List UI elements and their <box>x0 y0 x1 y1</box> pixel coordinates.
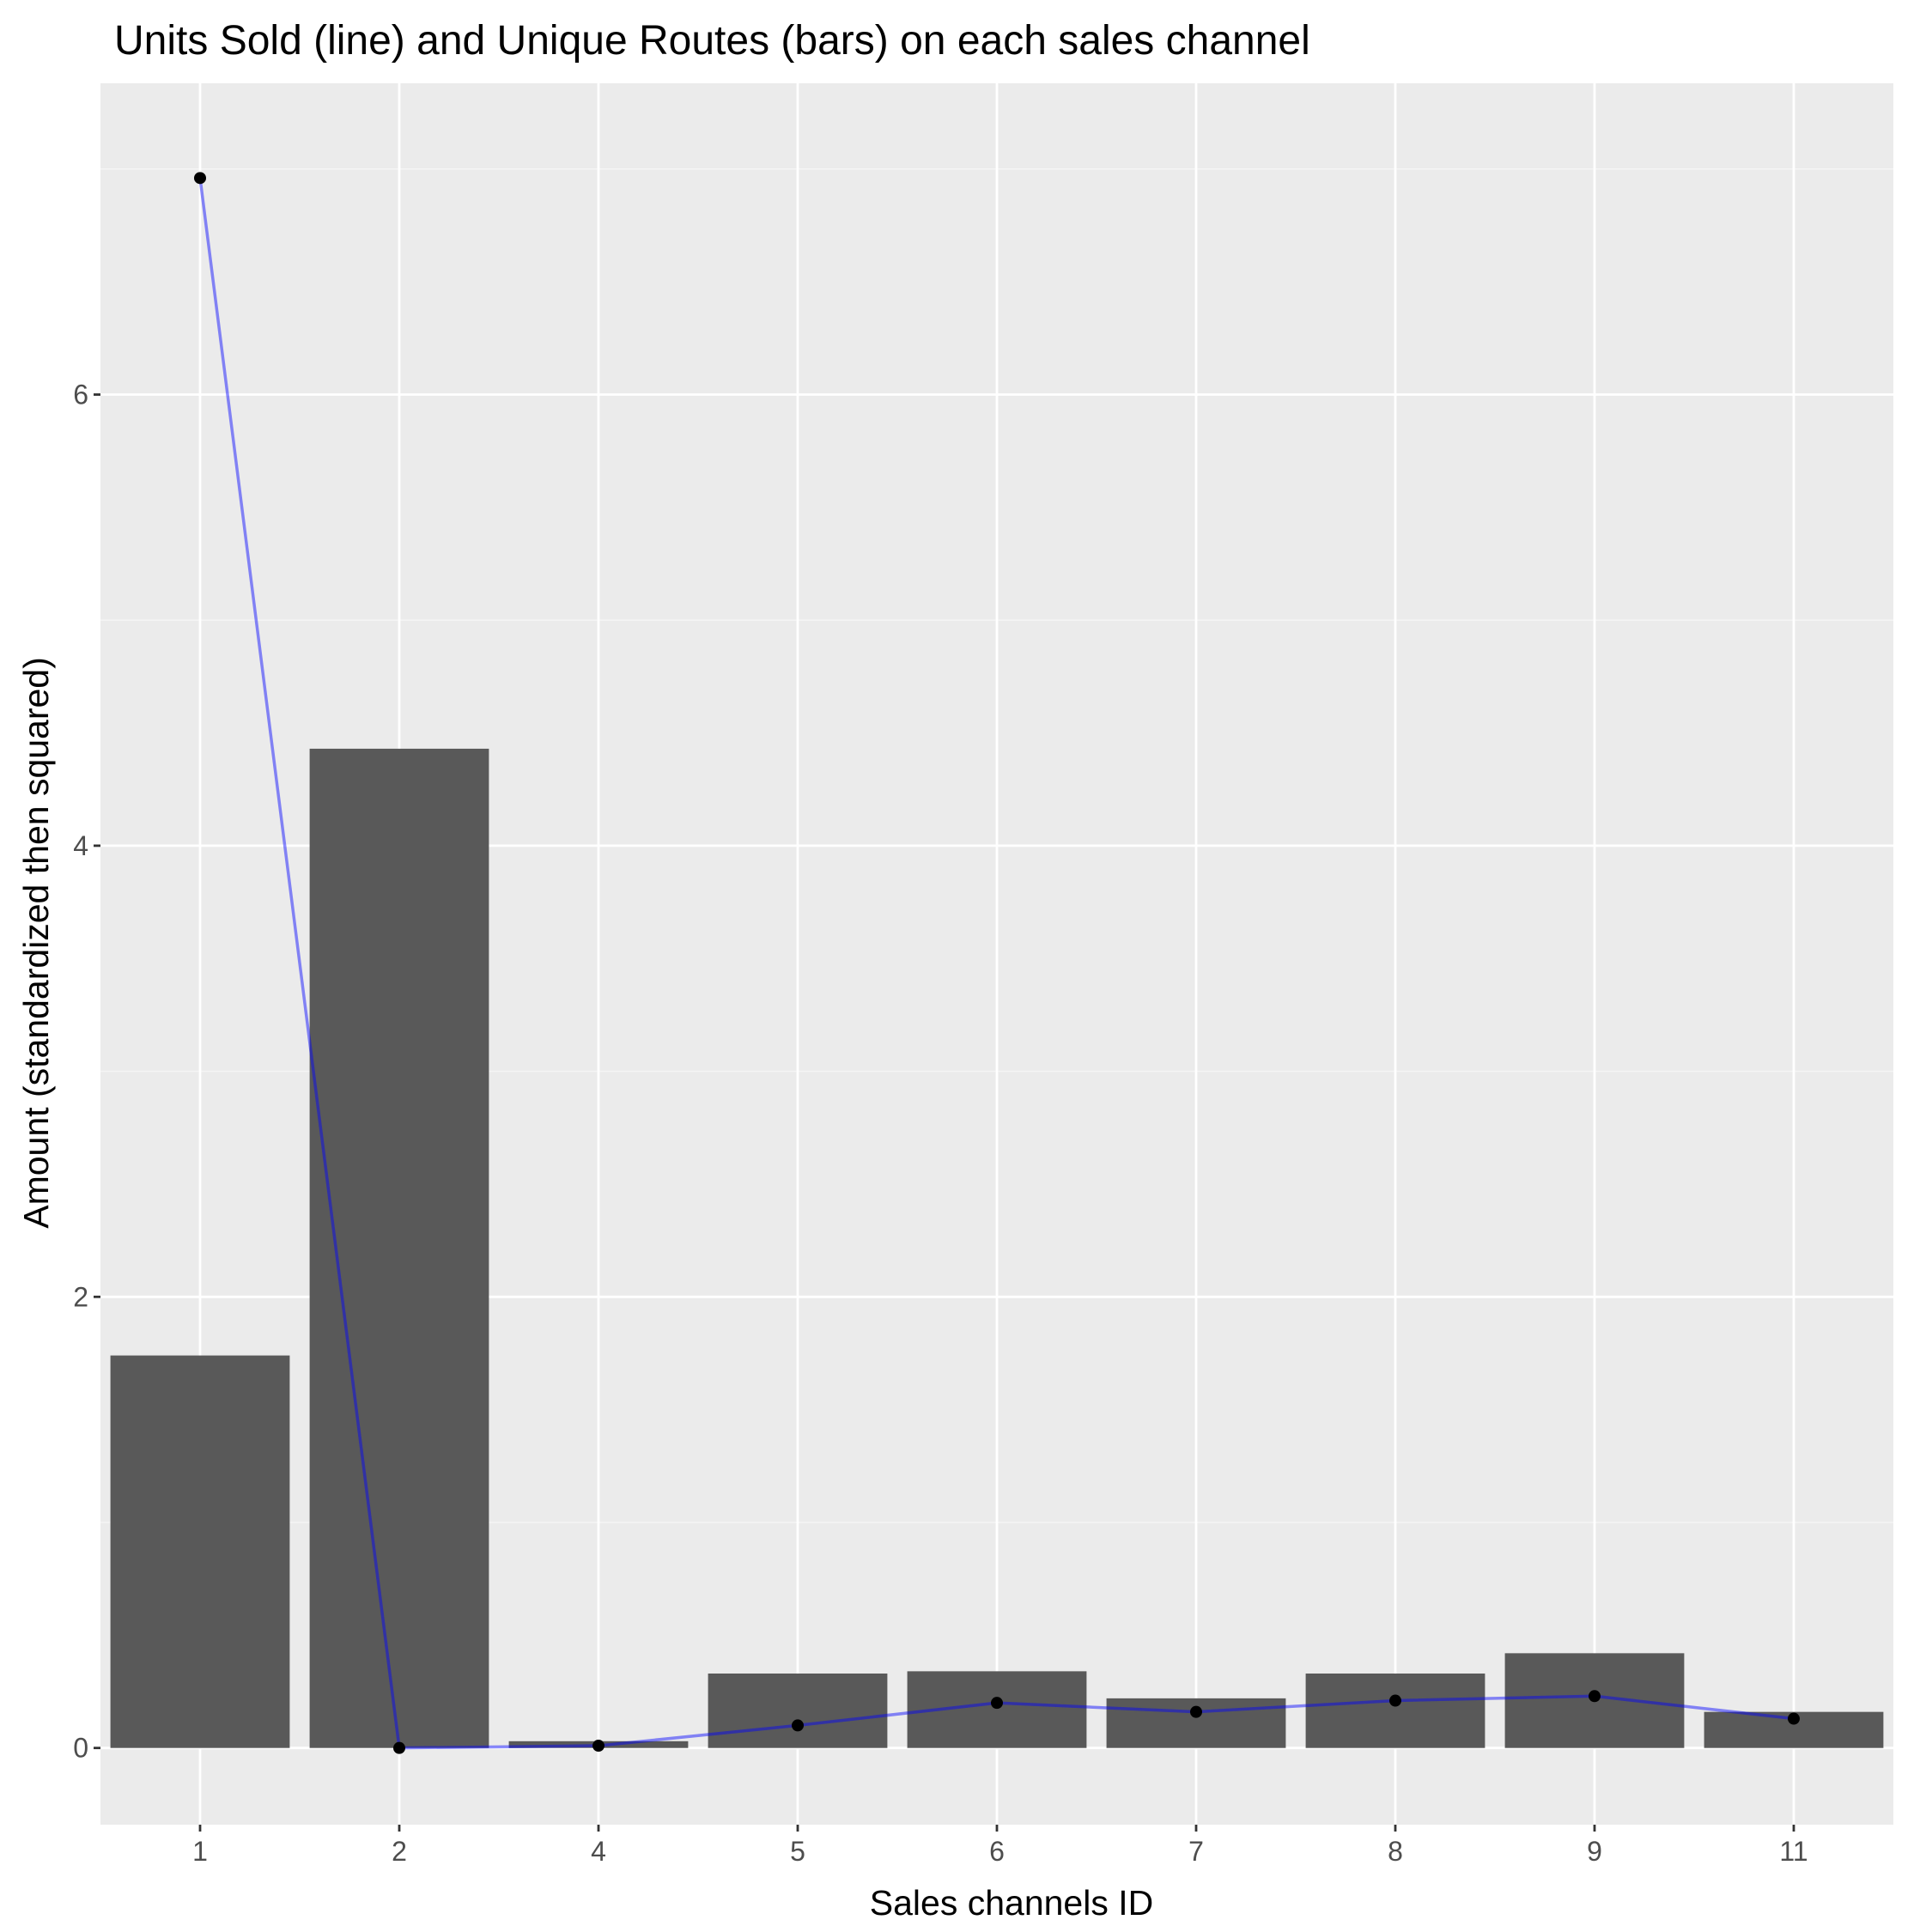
x-tick-label: 7 <box>1188 1836 1204 1867</box>
x-tick-label: 2 <box>392 1836 407 1867</box>
data-point <box>1190 1706 1202 1718</box>
y-tick-label: 0 <box>73 1733 88 1764</box>
x-tick-label: 5 <box>790 1836 805 1867</box>
x-tick-label: 8 <box>1388 1836 1403 1867</box>
x-tick-label: 6 <box>989 1836 1005 1867</box>
y-tick-label: 6 <box>73 380 88 410</box>
chart-title: Units Sold (line) and Unique Routes (bar… <box>114 18 1310 64</box>
y-tick-label: 2 <box>73 1281 88 1312</box>
bar <box>1306 1674 1485 1748</box>
x-tick-label: 11 <box>1779 1836 1807 1867</box>
data-point <box>792 1719 804 1731</box>
data-point <box>1389 1695 1401 1707</box>
data-point <box>393 1742 405 1754</box>
data-point <box>1589 1690 1601 1702</box>
y-axis-title: Amount (standardized then squared) <box>16 657 56 1229</box>
data-point <box>991 1697 1003 1709</box>
bar <box>111 1356 290 1748</box>
x-tick-label: 1 <box>192 1836 208 1867</box>
plot-panel: 0 2 4 6 1 2 4 5 6 7 8 9 11 <box>73 83 1893 1867</box>
y-tick-label: 4 <box>73 830 88 861</box>
x-axis-title: Sales channels ID <box>870 1883 1153 1923</box>
bar <box>1107 1698 1286 1748</box>
data-point <box>194 172 206 184</box>
data-point <box>592 1740 605 1752</box>
x-tick-label: 4 <box>591 1836 606 1867</box>
data-point <box>1788 1713 1800 1725</box>
bar <box>708 1674 888 1748</box>
x-tick-label: 9 <box>1587 1836 1602 1867</box>
